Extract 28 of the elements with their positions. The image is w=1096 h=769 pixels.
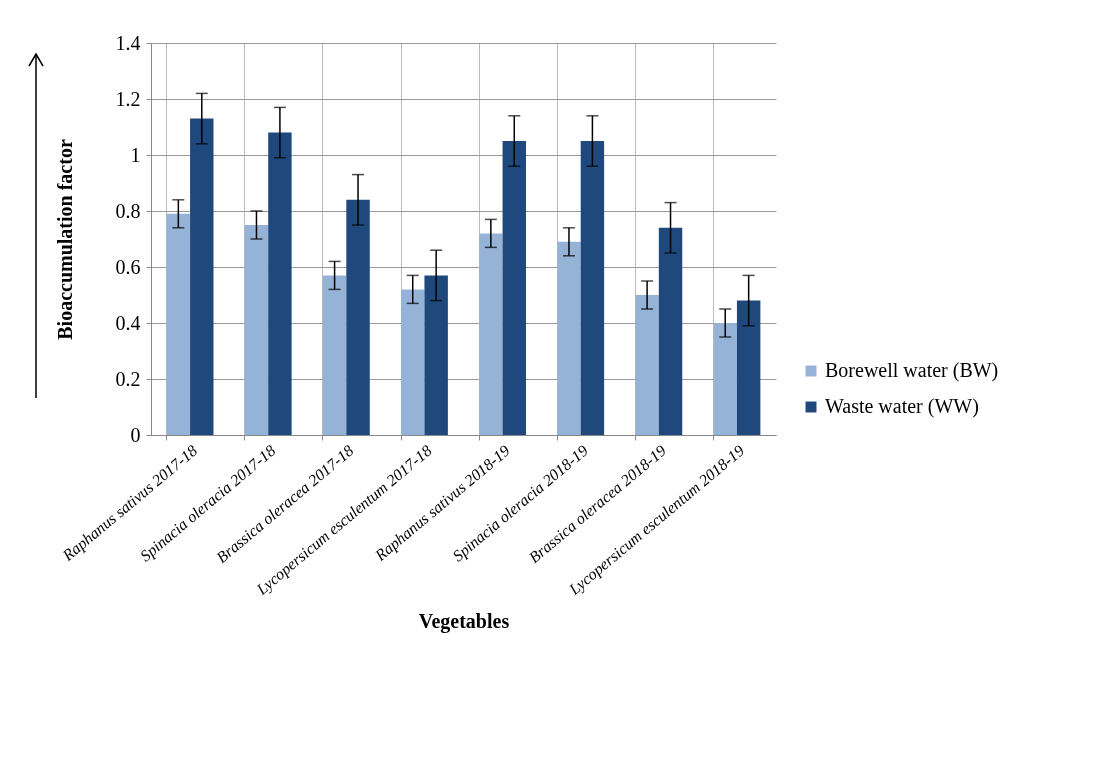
bar — [190, 118, 214, 435]
y-tick-label: 0.8 — [115, 199, 141, 222]
bar — [346, 199, 370, 435]
bar — [244, 225, 269, 435]
y-tick-label: 0.4 — [115, 311, 141, 334]
bar — [166, 213, 191, 435]
bar — [401, 289, 425, 435]
y-axis-title: Bioaccumulation factor — [53, 139, 76, 340]
bar — [322, 275, 347, 435]
y-tick-label: 1 — [130, 143, 141, 166]
bar — [479, 233, 503, 435]
legend-label: Waste water (WW) — [825, 395, 979, 418]
y-tick-label: 1.4 — [115, 31, 141, 54]
bar — [557, 241, 581, 435]
bar — [424, 275, 448, 435]
bar — [580, 141, 605, 435]
y-tick-label: 0 — [130, 423, 141, 446]
bar — [658, 227, 683, 435]
bar — [268, 132, 292, 435]
legend-label: Borewell water (BW) — [825, 359, 999, 382]
y-tick-label: 0.6 — [115, 255, 141, 278]
x-axis-title: Vegetables — [418, 609, 510, 633]
bar — [736, 300, 761, 435]
bar — [502, 141, 526, 435]
y-tick-label: 1.2 — [115, 87, 141, 110]
bar — [713, 323, 737, 435]
y-tick-label: 0.2 — [115, 367, 141, 390]
bar — [635, 295, 659, 435]
